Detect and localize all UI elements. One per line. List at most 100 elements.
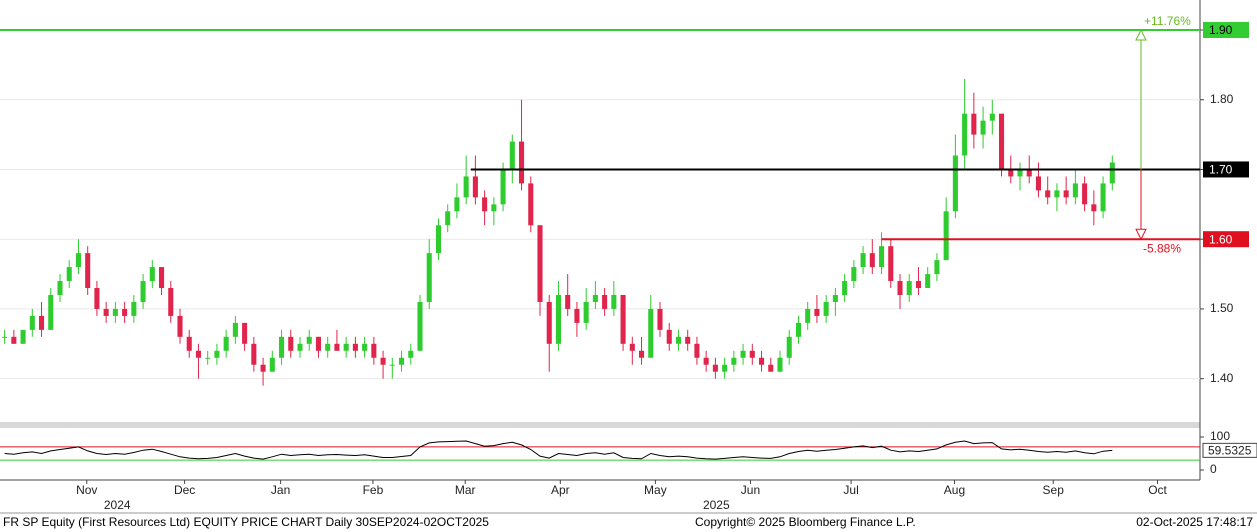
x-tick-label: Oct bbox=[1148, 483, 1167, 497]
candle-body bbox=[214, 350, 220, 358]
candle-body bbox=[103, 308, 109, 316]
x-tick-label: Feb bbox=[363, 483, 384, 497]
candle-body bbox=[1017, 169, 1023, 177]
candle-body bbox=[509, 141, 515, 170]
candle-body bbox=[574, 308, 580, 323]
candle-body bbox=[149, 267, 155, 282]
candle-body bbox=[832, 294, 838, 302]
candle-body bbox=[371, 343, 377, 358]
candle-body bbox=[223, 336, 229, 351]
candle-body bbox=[583, 301, 589, 323]
candle-body bbox=[251, 343, 257, 365]
candle-body bbox=[999, 113, 1005, 170]
candle-body bbox=[85, 253, 91, 289]
candle-body bbox=[712, 364, 718, 372]
candle-body bbox=[952, 155, 958, 212]
level-label: 1.90 bbox=[1209, 23, 1233, 37]
candle-body bbox=[177, 315, 183, 337]
rsi-tick-label: 100 bbox=[1210, 429, 1230, 443]
candle-body bbox=[879, 246, 885, 268]
candle-body bbox=[869, 253, 875, 268]
candle-body bbox=[352, 343, 358, 351]
y-tick-label: 1.80 bbox=[1210, 92, 1234, 106]
candle-body bbox=[20, 329, 26, 344]
candle-body bbox=[325, 343, 331, 351]
candle-body bbox=[666, 329, 672, 344]
candle-body bbox=[740, 350, 746, 358]
candle-body bbox=[851, 267, 857, 282]
candle-body bbox=[823, 301, 829, 316]
candle-body bbox=[140, 281, 146, 302]
candle-body bbox=[546, 301, 552, 344]
candle-body bbox=[943, 211, 949, 261]
candle-body bbox=[805, 308, 811, 323]
candle-body bbox=[29, 315, 35, 330]
x-tick-label: Jul bbox=[843, 483, 858, 497]
candle-body bbox=[519, 141, 525, 184]
candle-body bbox=[722, 364, 728, 372]
candle-body bbox=[112, 308, 118, 316]
candle-body bbox=[306, 336, 312, 344]
candle-body bbox=[39, 315, 45, 330]
candle-body bbox=[703, 357, 709, 365]
candle-body bbox=[399, 357, 405, 365]
candle-body bbox=[426, 253, 432, 302]
candle-body bbox=[491, 204, 497, 212]
candle-body bbox=[454, 197, 460, 212]
candle-body bbox=[611, 294, 617, 309]
candle-body bbox=[648, 308, 654, 358]
rsi-tick-label: 0 bbox=[1210, 462, 1217, 476]
candle-body bbox=[934, 260, 940, 275]
candle-body bbox=[1100, 183, 1106, 212]
candle-body bbox=[768, 364, 774, 372]
candle-body bbox=[980, 120, 986, 135]
candle-body bbox=[362, 343, 368, 351]
candle-body bbox=[731, 357, 737, 365]
candle-body bbox=[334, 343, 340, 351]
candle-body bbox=[565, 294, 571, 309]
rsi-value-label: 59.5325 bbox=[1208, 444, 1252, 458]
candle-body bbox=[1035, 176, 1041, 191]
candle-body bbox=[795, 322, 801, 337]
x-tick-label: Mar bbox=[455, 483, 476, 497]
candle-body bbox=[315, 336, 321, 351]
candle-body bbox=[675, 336, 681, 344]
candle-body bbox=[685, 336, 691, 344]
level-box bbox=[1203, 161, 1249, 178]
annotation: +11.76% bbox=[1144, 14, 1191, 28]
candle-body bbox=[232, 322, 238, 337]
candle-body bbox=[537, 225, 543, 302]
candle-body bbox=[897, 281, 903, 295]
candle-body bbox=[1045, 190, 1051, 198]
candle-body bbox=[749, 350, 755, 358]
candle-body bbox=[620, 294, 626, 344]
candle-body bbox=[842, 281, 848, 295]
candle-body bbox=[925, 274, 931, 289]
level-label: 1.60 bbox=[1209, 232, 1233, 246]
year-label: 2024 bbox=[104, 498, 131, 512]
copyright: Copyright© 2025 Bloomberg Finance L.P. bbox=[695, 515, 916, 529]
candle-body bbox=[971, 113, 977, 135]
chart-title: FR SP Equity (First Resources Ltd) EQUIT… bbox=[3, 515, 489, 529]
level-box bbox=[1203, 21, 1249, 38]
panel-divider bbox=[0, 422, 1200, 428]
rsi-line bbox=[4, 440, 1113, 460]
candle-body bbox=[279, 336, 285, 358]
candle-body bbox=[915, 281, 921, 289]
candle-body bbox=[1091, 204, 1097, 212]
candle-body bbox=[131, 301, 137, 316]
arrow-head bbox=[1135, 228, 1147, 241]
candle-body bbox=[602, 294, 608, 309]
x-tick-label: Sep bbox=[1043, 483, 1065, 497]
candle-body bbox=[1026, 169, 1032, 177]
candle-body bbox=[860, 253, 866, 268]
level-box bbox=[1203, 231, 1249, 248]
candle-body bbox=[389, 364, 395, 366]
candle-body bbox=[195, 350, 201, 358]
annotation: -5.88% bbox=[1143, 241, 1181, 255]
candle-body bbox=[205, 357, 211, 359]
candle-body bbox=[435, 225, 441, 254]
candle-body bbox=[989, 113, 995, 121]
candle-body bbox=[759, 357, 765, 365]
